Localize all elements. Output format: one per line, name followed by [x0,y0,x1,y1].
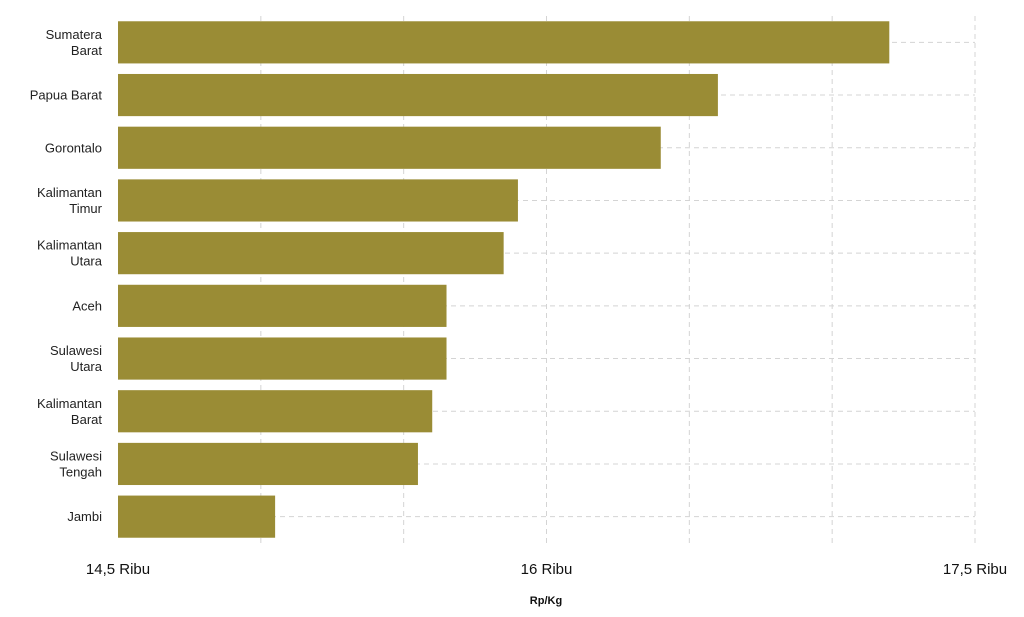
bar [118,21,890,64]
bars [118,21,890,538]
category-label: Gorontalo [45,140,102,155]
category-label: Sulawesi Tengah [50,448,102,479]
category-label: Sulawesi Utara [50,343,103,374]
category-labels: Sumatera Barat Papua Barat Gorontalo Kaliman… [30,27,103,524]
bar [118,284,447,327]
bar [118,337,447,380]
category-label: Sumatera Barat [46,27,103,58]
x-tick-label: 14,5 Ribu [86,561,150,578]
bar [118,73,718,117]
x-axis-title: Rp/Kg [530,595,562,607]
bar [118,495,276,538]
bar [118,126,661,169]
bar [118,442,418,486]
bar [118,232,504,275]
x-tick-labels: 14,5 Ribu 16 Ribu 17,5 Ribu [86,561,1007,578]
category-label: Kalimantan Barat [37,396,102,427]
category-label: Kalimantan Utara [37,238,103,269]
x-tick-label: 16 Ribu [521,561,573,578]
x-tick-label: 17,5 Ribu [943,561,1007,578]
category-label: Aceh [72,298,102,313]
category-label: Kalimantan Timur [37,185,103,216]
category-label: Jambi [67,509,102,524]
bar [118,179,518,222]
bar [118,390,433,433]
category-label: Papua Barat [30,88,103,103]
